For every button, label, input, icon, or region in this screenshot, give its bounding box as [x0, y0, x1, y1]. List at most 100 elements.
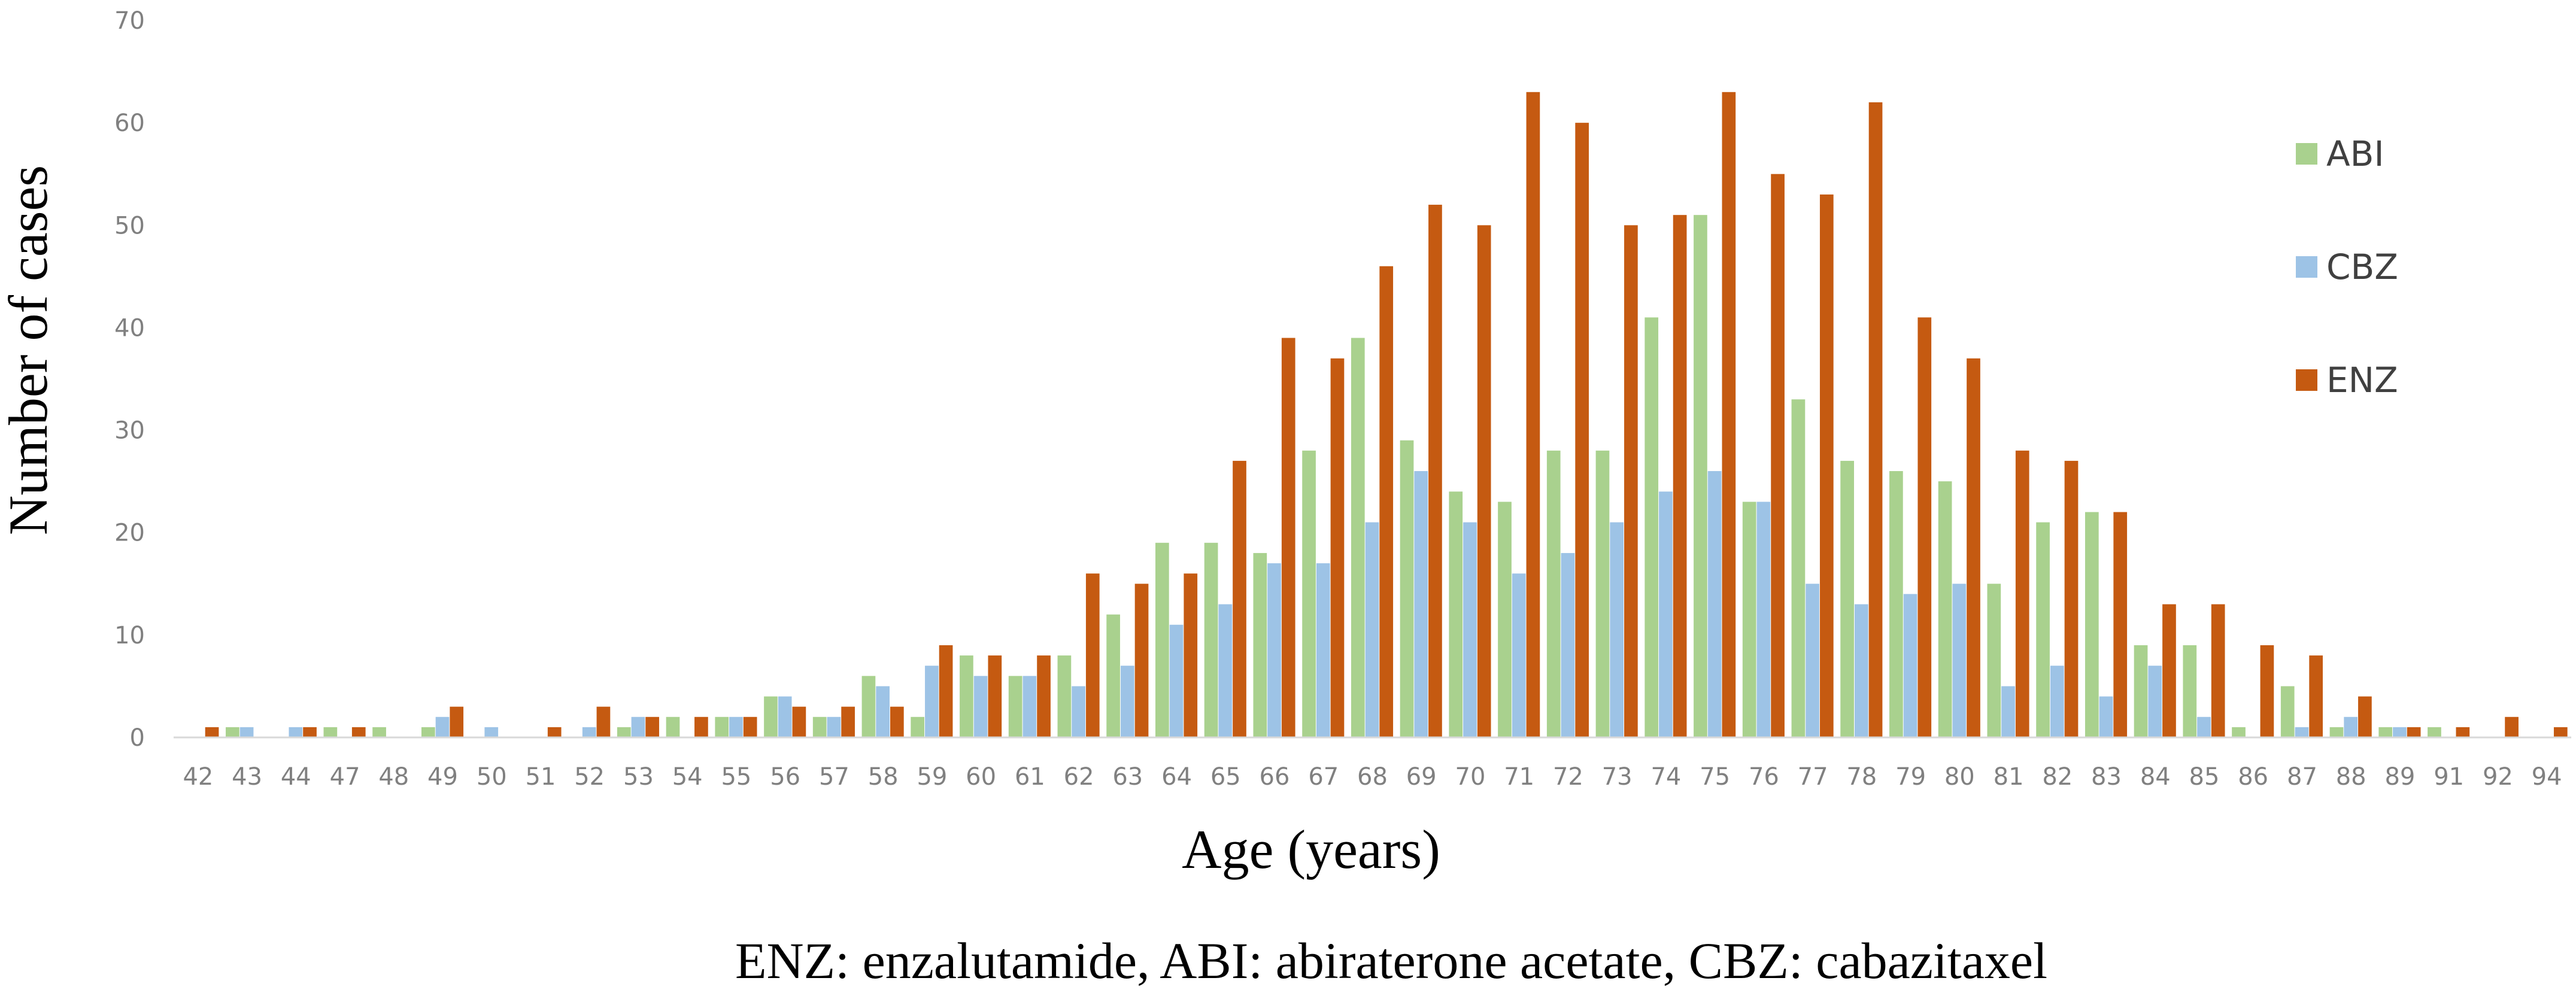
bar-enz-55	[743, 716, 757, 737]
bar-enz-61	[1037, 655, 1051, 737]
footnote: ENZ: enzalutamide, ABI: abiraterone acet…	[735, 932, 2047, 989]
bar-enz-83	[2113, 512, 2128, 737]
x-axis-ticks: 42 43 44 47 48 49 50 51 52 53 54 55 56 57 58 59 60 61 62 63…	[183, 763, 2562, 791]
x-tick-label: 73	[1602, 763, 1633, 791]
x-tick-label: 53	[623, 763, 654, 791]
x-tick-label: 58	[868, 763, 899, 791]
x-tick-label: 50	[477, 763, 507, 791]
x-tick-label: 79	[1895, 763, 1926, 791]
x-tick-label: 42	[183, 763, 213, 791]
bar-enz-54	[694, 716, 708, 737]
bar-enz-62	[1085, 573, 1100, 737]
bar-enz-88	[2358, 696, 2372, 737]
bar-enz-71	[1526, 92, 1540, 737]
bar-enz-59	[939, 645, 953, 737]
bar-cbz-52	[582, 727, 596, 737]
bar-enz-44	[303, 727, 317, 737]
bar-cbz-63	[1120, 666, 1134, 737]
bar-cbz-87	[2295, 727, 2309, 737]
x-tick-label: 55	[721, 763, 751, 791]
bar-abi-91	[2428, 727, 2441, 737]
x-tick-label: 47	[330, 763, 360, 791]
bars-group	[205, 92, 2568, 738]
bar-abi-43	[226, 727, 239, 737]
bar-enz-87	[2309, 655, 2323, 737]
legend: ABI CBZ ENZ	[2296, 133, 2398, 400]
bar-enz-69	[1428, 205, 1442, 737]
bar-enz-75	[1722, 92, 1736, 737]
x-tick-label: 86	[2238, 763, 2268, 791]
x-tick-label: 88	[2336, 763, 2366, 791]
bar-enz-51	[547, 727, 562, 737]
bar-enz-81	[2015, 450, 2029, 737]
y-tick-label: 70	[114, 7, 145, 35]
bar-cbz-59	[925, 666, 939, 737]
x-tick-label: 94	[2532, 763, 2562, 791]
bar-cbz-58	[876, 686, 890, 737]
bar-cbz-64	[1169, 624, 1184, 737]
bar-abi-74	[1644, 317, 1659, 737]
bar-abi-56	[764, 696, 778, 737]
bar-cbz-77	[1806, 584, 1819, 737]
bar-enz-65	[1233, 460, 1246, 737]
bar-cbz-53	[631, 716, 645, 737]
bar-abi-62	[1057, 655, 1072, 737]
x-tick-label: 91	[2434, 763, 2464, 791]
bar-enz-91	[2456, 727, 2470, 737]
bar-abi-82	[2036, 522, 2050, 737]
bar-abi-87	[2280, 686, 2295, 737]
legend-swatch-abi	[2296, 143, 2317, 165]
bar-cbz-82	[2050, 666, 2064, 737]
bar-cbz-49	[435, 716, 450, 737]
bar-abi-65	[1204, 542, 1218, 737]
bar-enz-49	[450, 706, 464, 737]
x-tick-label: 69	[1406, 763, 1437, 791]
x-tick-label: 48	[378, 763, 409, 791]
x-tick-label: 51	[526, 763, 556, 791]
bar-abi-58	[861, 676, 876, 737]
x-tick-label: 83	[2091, 763, 2122, 791]
bar-cbz-50	[484, 727, 499, 737]
legend-swatch-cbz	[2296, 256, 2317, 278]
bar-cbz-85	[2197, 716, 2211, 737]
bar-abi-60	[960, 655, 973, 737]
bar-cbz-66	[1267, 563, 1281, 737]
x-tick-label: 52	[574, 763, 605, 791]
x-tick-label: 81	[1994, 763, 2024, 791]
bar-cbz-65	[1218, 604, 1233, 737]
y-tick-label: 60	[114, 110, 145, 137]
bar-abi-81	[1987, 584, 2001, 737]
x-tick-label: 72	[1553, 763, 1583, 791]
x-tick-label: 87	[2287, 763, 2317, 791]
bar-enz-53	[645, 716, 660, 737]
x-tick-label: 59	[917, 763, 947, 791]
y-tick-label: 0	[130, 724, 145, 752]
x-tick-label: 54	[672, 763, 703, 791]
bar-enz-56	[792, 706, 806, 737]
bar-cbz-57	[827, 716, 841, 737]
bar-abi-71	[1498, 502, 1512, 737]
bar-abi-70	[1449, 491, 1463, 737]
x-tick-label: 61	[1015, 763, 1045, 791]
bar-enz-70	[1477, 225, 1491, 737]
legend-label-cbz: CBZ	[2326, 247, 2398, 287]
x-tick-label: 74	[1650, 763, 1681, 791]
bar-enz-79	[1917, 317, 1932, 737]
x-tick-label: 75	[1700, 763, 1730, 791]
x-tick-label: 80	[1944, 763, 1975, 791]
bar-abi-69	[1400, 440, 1414, 737]
x-tick-label: 62	[1064, 763, 1094, 791]
bar-cbz-44	[289, 727, 303, 737]
bar-enz-73	[1624, 225, 1638, 737]
bar-abi-67	[1302, 450, 1316, 737]
bar-abi-64	[1155, 542, 1169, 737]
bar-abi-47	[323, 727, 338, 737]
bar-abi-68	[1351, 338, 1365, 737]
bar-abi-86	[2232, 727, 2246, 737]
x-tick-label: 56	[770, 763, 800, 791]
x-tick-label: 66	[1260, 763, 1290, 791]
x-tick-label: 84	[2140, 763, 2171, 791]
x-tick-label: 77	[1798, 763, 1828, 791]
x-tick-label: 63	[1112, 763, 1143, 791]
